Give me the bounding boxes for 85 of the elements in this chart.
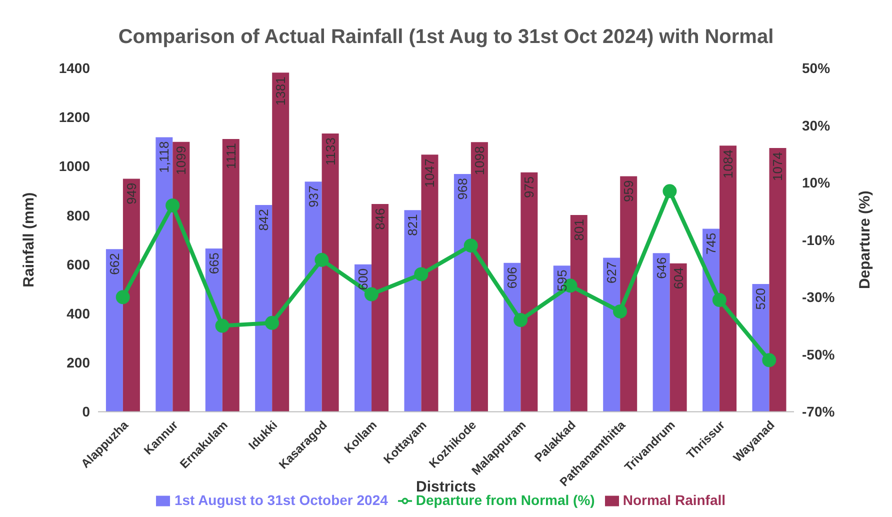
data-label: 606: [504, 266, 520, 289]
data-label: 1099: [174, 146, 189, 175]
y2-axis-title: Departure (%): [856, 190, 874, 290]
data-label: 975: [522, 176, 537, 198]
bar: [354, 264, 372, 412]
data-label: 1084: [720, 150, 736, 178]
y-tick-label: 1200: [58, 109, 90, 126]
data-label: 1133: [322, 138, 338, 166]
bar: [222, 138, 240, 412]
bar: [156, 137, 173, 412]
point: [662, 184, 677, 198]
bar: [652, 253, 670, 412]
y-tick-label: 200: [66, 354, 90, 371]
point: [613, 304, 627, 318]
bar: [322, 134, 339, 412]
data-label: 646: [654, 257, 669, 279]
y-tick-label: 800: [66, 207, 90, 224]
bar: [454, 174, 471, 412]
y-tick-label: 1000: [58, 158, 90, 174]
data-label: 937: [306, 186, 321, 208]
y-tick-label: 0: [82, 404, 90, 420]
bar: [255, 204, 272, 412]
bar: [670, 263, 687, 412]
bar: [421, 154, 438, 412]
data-label: 1111: [223, 142, 238, 169]
y-tick-label: 400: [66, 305, 90, 322]
point: [464, 238, 478, 253]
legend-label: 1st August to 31st October 2024: [174, 492, 388, 508]
y2-tick-label: 50%: [802, 60, 831, 76]
y2-tick-label: -50%: [802, 346, 836, 362]
y-axis-title: Rainfall (mm): [20, 192, 38, 288]
bar: [470, 142, 488, 412]
data-label: 604: [670, 267, 686, 290]
y2-tick-label: -70%: [802, 404, 836, 420]
data-label: 1,118: [156, 141, 172, 173]
bar: [570, 215, 588, 412]
data-label: 600: [356, 268, 371, 290]
data-label: 520: [753, 288, 768, 310]
chart-title: Comparison of Actual Rainfall (1st Aug to 31st Oct 2024) with Normal: [117, 25, 775, 50]
point: [414, 267, 428, 282]
bar: [620, 176, 638, 412]
data-label: 595: [554, 270, 570, 292]
y-tick-label: 1400: [58, 60, 90, 76]
data-label: 1381: [273, 76, 288, 106]
data-label: 959: [621, 180, 636, 202]
point: [215, 318, 230, 333]
bar: [702, 228, 720, 412]
y2-tick-label: -10%: [802, 232, 836, 248]
y-tick-label: 600: [66, 256, 90, 272]
point: [514, 313, 528, 328]
data-label: 846: [372, 208, 388, 230]
bar: [404, 210, 422, 412]
bar: [106, 249, 123, 412]
legend-label: Normal Rainfall: [622, 492, 726, 508]
bar: [122, 178, 140, 412]
bar: [520, 172, 538, 412]
y2-tick-label: 10%: [802, 174, 831, 191]
data-label: 662: [106, 253, 122, 275]
data-label: 627: [604, 262, 620, 284]
point: [116, 290, 130, 304]
data-label: 1098: [472, 146, 487, 176]
data-label: 949: [124, 182, 139, 204]
data-label: 842: [256, 208, 272, 231]
data-label: 801: [571, 219, 586, 241]
point: [166, 198, 180, 212]
data-label: 745: [704, 232, 719, 255]
y2-tick-label: -30%: [802, 289, 836, 306]
bar: [553, 266, 570, 412]
bar: [603, 258, 620, 412]
data-label: 968: [454, 178, 470, 200]
bar: [172, 142, 190, 412]
bar: [272, 72, 290, 412]
point: [712, 293, 726, 307]
data-label: 821: [405, 214, 420, 236]
point: [762, 353, 776, 368]
y2-tick-label: 30%: [802, 117, 831, 134]
point: [314, 252, 329, 267]
bar: [720, 146, 737, 412]
bar: [304, 182, 322, 412]
data-label: 1074: [770, 152, 786, 181]
bar: [372, 204, 389, 412]
point: [265, 316, 279, 330]
data-label: 1047: [422, 158, 438, 188]
bar: [769, 148, 786, 412]
data-label: 665: [206, 252, 222, 274]
